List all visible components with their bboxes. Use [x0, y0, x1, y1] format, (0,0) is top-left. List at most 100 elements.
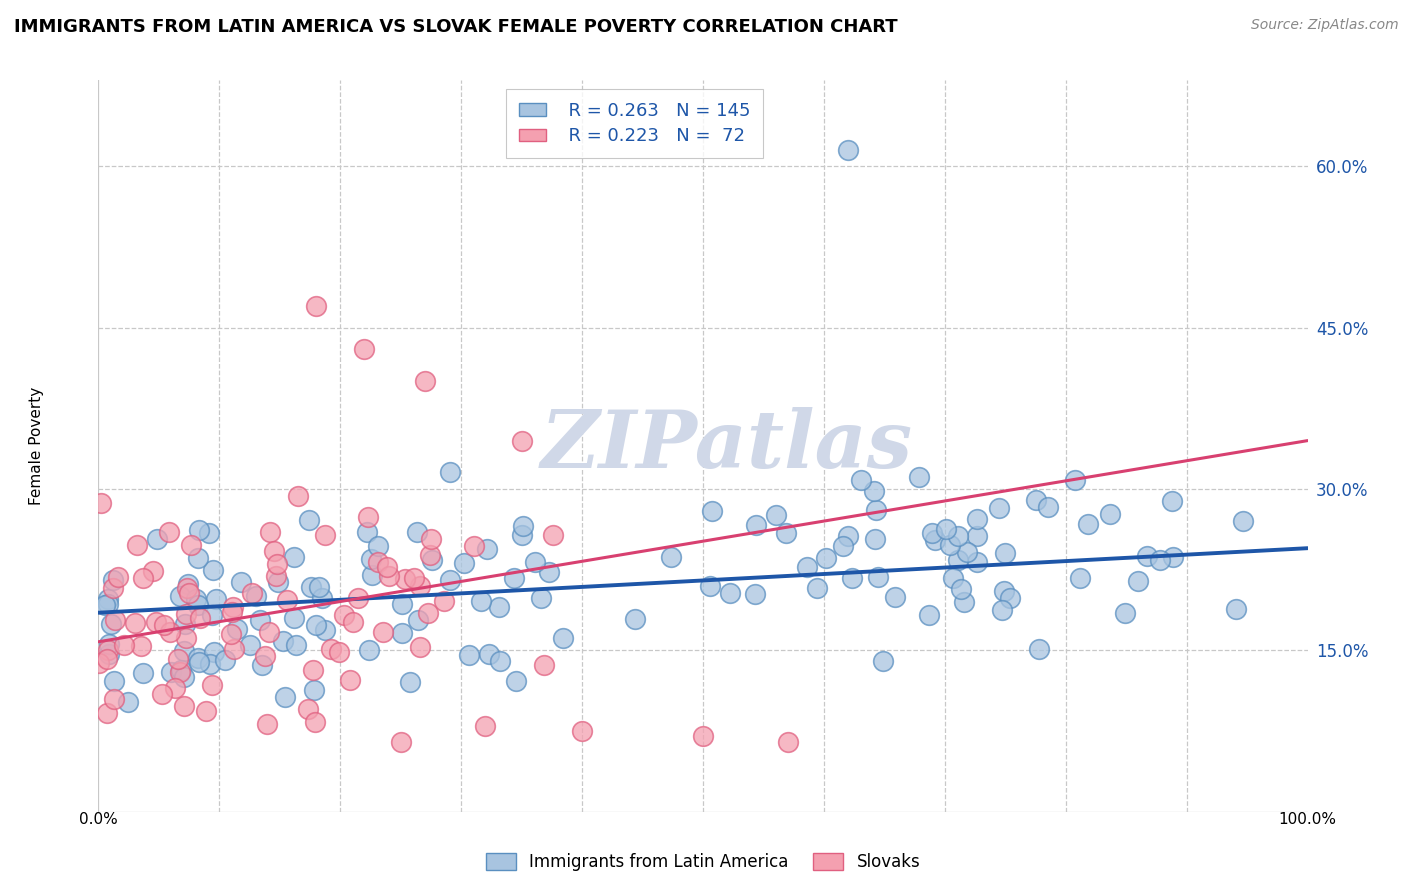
Point [1000, 591, 1022, 606]
Point [231, 575, 253, 590]
Point [177, 576, 200, 591]
Point [283, 549, 305, 564]
Point [129, 639, 152, 653]
Point [908, 470, 931, 484]
Point [165, 681, 187, 696]
Point [814, 550, 837, 565]
Point [314, 624, 336, 638]
Point [1136, 549, 1159, 563]
Point [132, 571, 155, 585]
Point [419, 548, 441, 562]
Point [285, 639, 308, 653]
Point [489, 654, 512, 668]
Point [198, 526, 221, 541]
Point [409, 579, 432, 593]
Point [775, 525, 797, 540]
Point [145, 615, 167, 629]
Point [97, 642, 120, 657]
Point [214, 653, 236, 667]
Point [225, 622, 247, 636]
Text: 0.0%: 0.0% [79, 812, 118, 827]
Point [1025, 492, 1047, 507]
Point [187, 655, 209, 669]
Point [433, 594, 456, 608]
Point [314, 528, 336, 542]
Point [883, 590, 905, 604]
Point [367, 555, 389, 569]
Point [990, 603, 1012, 617]
Point [841, 571, 863, 585]
Point [97, 637, 120, 651]
Point [222, 641, 245, 656]
Point [100, 617, 122, 632]
Point [394, 572, 416, 586]
Point [238, 638, 260, 652]
Point [103, 691, 125, 706]
Point [132, 666, 155, 681]
Point [849, 473, 872, 487]
Point [174, 616, 197, 631]
Point [145, 533, 167, 547]
Point [117, 695, 139, 709]
Point [537, 566, 560, 580]
Point [391, 598, 413, 612]
Point [409, 640, 432, 654]
Point [200, 608, 222, 623]
Point [837, 143, 859, 157]
Point [180, 537, 202, 551]
Point [463, 539, 485, 553]
Point [347, 591, 370, 605]
Point [1128, 574, 1150, 589]
Point [264, 568, 287, 582]
Legend: Immigrants from Latin America, Slovaks: Immigrants from Latin America, Slovaks [477, 845, 929, 880]
Point [718, 586, 741, 600]
Point [266, 558, 288, 572]
Point [1161, 494, 1184, 508]
Point [356, 525, 378, 540]
Point [512, 519, 534, 533]
Point [202, 645, 225, 659]
Point [837, 529, 859, 543]
Text: IMMIGRANTS FROM LATIN AMERICA VS SLOVAK FEMALE POVERTY CORRELATION CHART: IMMIGRANTS FROM LATIN AMERICA VS SLOVAK … [14, 18, 897, 36]
Point [257, 625, 280, 640]
Point [304, 714, 326, 729]
Point [1063, 473, 1085, 487]
Point [125, 538, 148, 552]
Point [375, 559, 398, 574]
Point [530, 591, 553, 605]
Point [1114, 606, 1136, 620]
Point [419, 532, 441, 546]
Text: Source: ZipAtlas.com: Source: ZipAtlas.com [1251, 18, 1399, 32]
Point [267, 574, 290, 589]
Point [176, 631, 198, 645]
Point [1028, 641, 1050, 656]
Point [253, 649, 276, 664]
Point [699, 579, 721, 593]
Point [470, 594, 492, 608]
Point [571, 724, 593, 739]
Point [98, 647, 121, 661]
Point [298, 513, 321, 527]
Point [796, 559, 818, 574]
Point [439, 466, 461, 480]
Point [221, 605, 243, 619]
Point [187, 651, 209, 665]
Point [219, 627, 242, 641]
Point [249, 613, 271, 627]
Point [287, 489, 309, 503]
Point [863, 484, 886, 499]
Point [776, 735, 799, 749]
Point [176, 581, 198, 595]
Point [416, 606, 439, 620]
Point [142, 564, 165, 578]
Point [475, 541, 498, 556]
Point [187, 551, 209, 566]
Point [692, 730, 714, 744]
Point [283, 611, 305, 625]
Point [952, 595, 974, 609]
Point [510, 434, 533, 448]
Point [107, 570, 129, 584]
Point [956, 545, 979, 559]
Point [259, 524, 281, 539]
Point [659, 549, 682, 564]
